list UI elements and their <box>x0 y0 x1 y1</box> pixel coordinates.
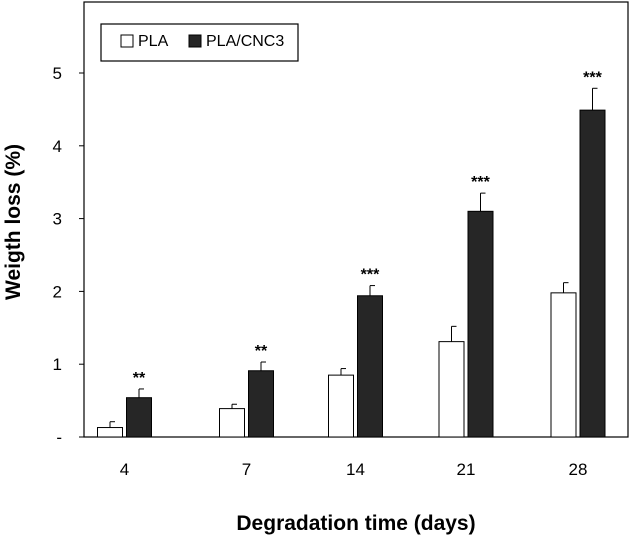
x-tick-label: 4 <box>120 460 129 479</box>
significance-marker: ** <box>255 343 268 360</box>
x-tick-label: 7 <box>242 460 251 479</box>
bar-pla <box>438 341 465 438</box>
legend-swatch-pla <box>120 34 134 48</box>
significance-marker: *** <box>583 69 602 86</box>
y-tick-label: 1 <box>53 355 62 374</box>
bar-pla-cnc3 <box>248 370 274 438</box>
legend-label-pla-cnc3: PLA/CNC3 <box>206 33 284 50</box>
bar-pla-cnc3 <box>467 210 494 438</box>
legend-label-pla: PLA <box>138 33 169 50</box>
bar-pla <box>328 374 354 438</box>
legend: PLA PLA/CNC3 <box>100 23 299 62</box>
y-tick-label: - <box>56 428 62 447</box>
bar-pla <box>550 292 577 438</box>
x-axis-title: Degradation time (days) <box>236 512 475 535</box>
x-tick-label: 28 <box>569 460 588 479</box>
legend-swatch-pla-cnc3 <box>188 34 202 48</box>
bar-pla <box>97 427 123 438</box>
bar-pla <box>219 408 245 438</box>
bar-marks: ************* <box>97 69 606 438</box>
y-tick-label: 2 <box>53 282 62 301</box>
axis-ticks: - 1 2 3 4 5 4 7 14 21 28 <box>53 64 588 479</box>
x-tick-label: 14 <box>346 460 365 479</box>
y-axis-title: Weigth loss (%) <box>2 144 25 300</box>
x-tick-label: 21 <box>457 460 476 479</box>
bar-pla-cnc3 <box>126 397 152 438</box>
y-tick-label: 4 <box>53 137 62 156</box>
y-tick-label: 3 <box>53 210 62 229</box>
significance-marker: *** <box>471 174 490 191</box>
plot-frame <box>83 1 629 438</box>
significance-marker: *** <box>361 267 380 284</box>
bar-pla-cnc3 <box>579 109 606 438</box>
y-tick-label: 5 <box>53 64 62 83</box>
bar-pla-cnc3 <box>357 295 383 438</box>
significance-marker: ** <box>133 370 146 387</box>
